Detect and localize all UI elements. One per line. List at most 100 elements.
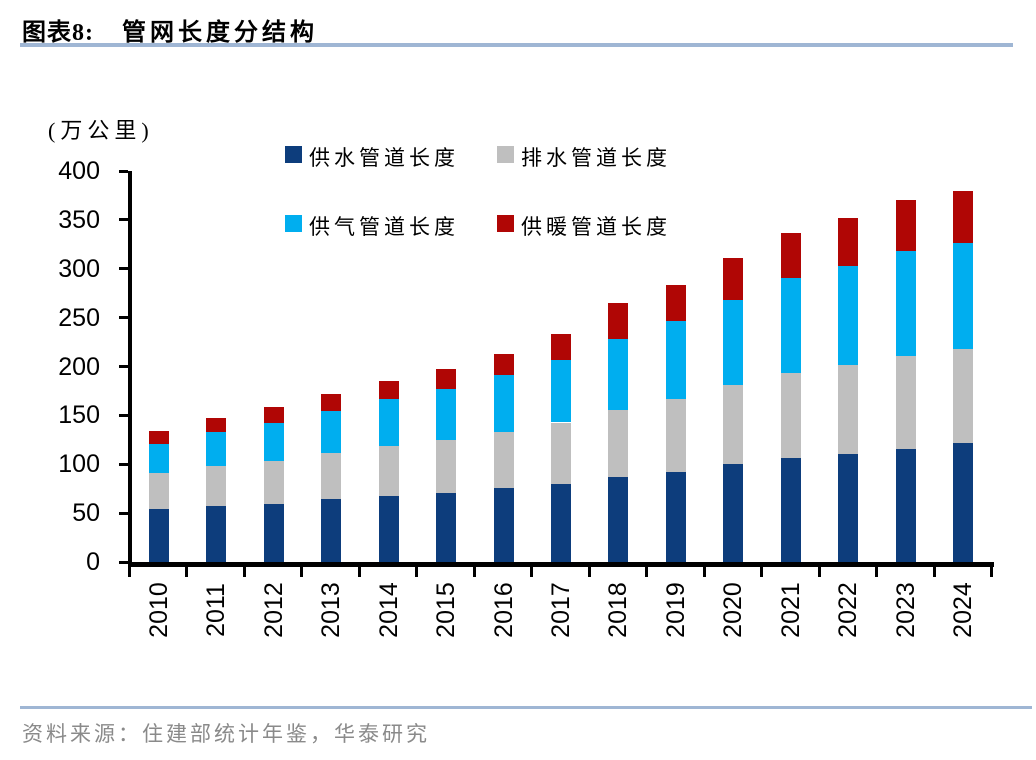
x-axis-tick bbox=[128, 567, 131, 577]
bar-segment-供气管道长度 bbox=[321, 410, 342, 454]
bar-segment-供气管道长度 bbox=[378, 399, 399, 446]
x-axis-tick bbox=[990, 567, 994, 577]
bar-segment-供气管道长度 bbox=[206, 431, 227, 466]
y-axis-unit-label: (万公里) bbox=[48, 118, 154, 143]
legend-swatch-供气管道长度 bbox=[285, 215, 302, 232]
x-axis-tick bbox=[242, 567, 246, 577]
bar-segment-排水管道长度 bbox=[321, 453, 342, 499]
y-axis-tick bbox=[119, 218, 128, 222]
bar-segment-供暖管道长度 bbox=[206, 417, 227, 432]
x-category-label: 2012 bbox=[259, 582, 288, 638]
bar-segment-供暖管道长度 bbox=[723, 258, 744, 300]
x-category-label: 2013 bbox=[317, 582, 346, 638]
bar-segment-供暖管道长度 bbox=[780, 232, 801, 279]
bar-segment-供气管道长度 bbox=[148, 444, 169, 474]
y-axis-tick bbox=[119, 169, 128, 173]
x-category-label: 2021 bbox=[776, 582, 805, 638]
bar-segment-供水管道长度 bbox=[780, 458, 801, 562]
bar-segment-供暖管道长度 bbox=[665, 284, 686, 321]
legend-swatch-供暖管道长度 bbox=[497, 215, 514, 232]
bar-segment-供暖管道长度 bbox=[895, 200, 916, 252]
chart-title-text: 管网长度分结构 bbox=[122, 20, 318, 46]
bar-segment-供暖管道长度 bbox=[493, 354, 514, 376]
legend-swatch-供水管道长度 bbox=[285, 146, 302, 163]
x-category-label: 2015 bbox=[432, 582, 461, 638]
x-category-label: 2020 bbox=[719, 582, 748, 638]
bar-segment-供水管道长度 bbox=[206, 505, 227, 562]
x-axis-tick bbox=[645, 567, 649, 577]
y-tick-label: 350 bbox=[58, 205, 100, 234]
y-tick-label: 300 bbox=[58, 254, 100, 283]
legend-label: 供气管道长度 bbox=[309, 215, 459, 239]
bar-segment-供水管道长度 bbox=[263, 504, 284, 562]
bar-segment-供暖管道长度 bbox=[551, 334, 572, 360]
x-axis-tick bbox=[875, 567, 879, 577]
bar-segment-供水管道长度 bbox=[378, 495, 399, 562]
bar-segment-排水管道长度 bbox=[780, 373, 801, 459]
title-underline bbox=[20, 43, 1013, 47]
footer-divider bbox=[20, 706, 1032, 709]
bar-segment-供气管道长度 bbox=[551, 359, 572, 423]
bar-segment-供水管道长度 bbox=[895, 448, 916, 562]
bar-segment-供气管道长度 bbox=[493, 375, 514, 432]
bar-segment-排水管道长度 bbox=[551, 422, 572, 485]
x-axis-tick bbox=[415, 567, 419, 577]
x-axis-tick bbox=[817, 567, 821, 577]
bar-segment-供气管道长度 bbox=[895, 251, 916, 357]
chart-title-prefix: 图表8: bbox=[22, 20, 94, 46]
y-axis-tick bbox=[119, 316, 128, 320]
x-axis-tick bbox=[760, 567, 764, 577]
x-axis-tick bbox=[357, 567, 361, 577]
bar-segment-供水管道长度 bbox=[148, 509, 169, 562]
bar-segment-供水管道长度 bbox=[723, 463, 744, 562]
legend-label: 供暖管道长度 bbox=[521, 215, 671, 239]
bar-segment-供水管道长度 bbox=[321, 498, 342, 562]
bar-segment-供气管道长度 bbox=[838, 266, 859, 365]
bar-segment-供暖管道长度 bbox=[263, 407, 284, 423]
bar-segment-供水管道长度 bbox=[838, 454, 859, 562]
chart-title: 图表8: 管网长度分结构 bbox=[22, 12, 318, 47]
y-axis-tick bbox=[119, 267, 128, 271]
y-axis-tick bbox=[119, 511, 128, 515]
bar-segment-供暖管道长度 bbox=[378, 381, 399, 400]
y-axis-tick bbox=[119, 365, 128, 368]
source-note: 资料来源：住建部统计年鉴，华泰研究 bbox=[22, 722, 430, 746]
bar-segment-排水管道长度 bbox=[378, 445, 399, 496]
bar-segment-供气管道长度 bbox=[953, 242, 974, 349]
bar-segment-排水管道长度 bbox=[953, 348, 974, 444]
x-axis-tick bbox=[932, 567, 936, 577]
y-axis-spine bbox=[128, 171, 132, 567]
bar-segment-供水管道长度 bbox=[493, 488, 514, 562]
y-axis-tick bbox=[119, 462, 128, 466]
x-category-label: 2024 bbox=[949, 582, 978, 638]
bar-segment-排水管道长度 bbox=[608, 410, 629, 478]
bar-segment-供暖管道长度 bbox=[148, 430, 169, 445]
x-category-label: 2022 bbox=[834, 582, 863, 638]
bar-segment-排水管道长度 bbox=[436, 439, 457, 493]
x-category-label: 2014 bbox=[374, 582, 403, 638]
bar-segment-供气管道长度 bbox=[608, 338, 629, 411]
legend-label: 排水管道长度 bbox=[521, 146, 671, 170]
bar-segment-排水管道长度 bbox=[665, 399, 686, 473]
x-category-label: 2023 bbox=[891, 582, 920, 638]
x-axis-tick bbox=[185, 567, 189, 577]
bar-segment-供气管道长度 bbox=[723, 299, 744, 386]
bar-segment-排水管道长度 bbox=[838, 364, 859, 455]
y-tick-label: 250 bbox=[58, 303, 100, 332]
bar-segment-供气管道长度 bbox=[780, 278, 801, 374]
x-category-label: 2019 bbox=[661, 582, 690, 638]
y-tick-label: 400 bbox=[58, 157, 100, 185]
x-axis-tick bbox=[587, 567, 591, 577]
bar-segment-供水管道长度 bbox=[608, 477, 629, 562]
x-category-label: 2011 bbox=[202, 583, 231, 637]
bar-segment-供水管道长度 bbox=[665, 472, 686, 562]
bar-segment-排水管道长度 bbox=[206, 465, 227, 506]
legend-label: 供水管道长度 bbox=[309, 146, 459, 170]
y-tick-label: 150 bbox=[58, 401, 100, 430]
x-category-label: 2018 bbox=[604, 582, 633, 638]
bar-segment-排水管道长度 bbox=[493, 431, 514, 488]
x-axis-tick bbox=[530, 567, 534, 577]
y-axis-tick bbox=[119, 560, 128, 564]
x-axis-tick bbox=[472, 567, 476, 577]
bar-segment-排水管道长度 bbox=[148, 473, 169, 510]
